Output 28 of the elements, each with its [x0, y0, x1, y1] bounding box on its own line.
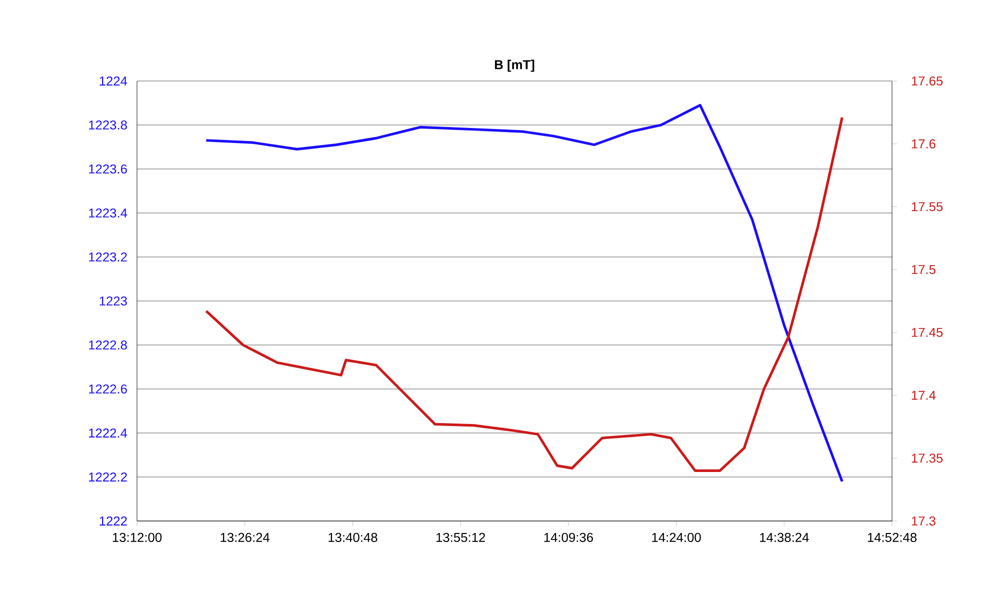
y-tick-label: 1222.8	[89, 340, 127, 350]
y-tick-label: 1222	[100, 516, 127, 526]
y-tick-label: 1223.6	[89, 164, 127, 174]
y2-tick-label: 17.6	[912, 139, 936, 148]
y-tick-label: 1223	[100, 296, 127, 306]
y2-tick-label: 17.4	[912, 390, 936, 400]
y-tick-label: 1222.2	[89, 472, 127, 482]
x-tick-label: 14:38:24	[760, 532, 809, 542]
y-tick-label: 1223.2	[89, 252, 127, 262]
x-tick-label: 14:24:00	[652, 532, 701, 542]
y2-tick-label: 17.45	[912, 328, 943, 337]
y2-tick-label: 17.3	[912, 516, 936, 526]
y2-tick-label: 17.5	[912, 265, 936, 274]
y-tick-label: 1222.6	[89, 384, 127, 394]
x-tick-label: 13:55:12	[436, 532, 486, 542]
chart-title: B [mT]	[494, 60, 534, 72]
x-tick-label: 13:26:24	[220, 532, 270, 542]
x-tick-label: 14:09:36	[544, 532, 593, 542]
y-tick-label: 1222.4	[89, 428, 128, 438]
y-tick-label: 1223.8	[89, 120, 127, 130]
y2-tick-label: 17.65	[912, 76, 943, 86]
x-tick-label: 13:40:48	[328, 532, 378, 542]
y-tick-label: 1224	[100, 76, 128, 86]
y2-tick-label: 17.55	[912, 202, 943, 212]
y2-tick-label: 17.35	[912, 454, 943, 463]
x-tick-label: 13:12:00	[112, 532, 162, 542]
x-tick-label: 14:52:48	[868, 532, 917, 542]
y-tick-label: 1223.4	[89, 208, 128, 218]
